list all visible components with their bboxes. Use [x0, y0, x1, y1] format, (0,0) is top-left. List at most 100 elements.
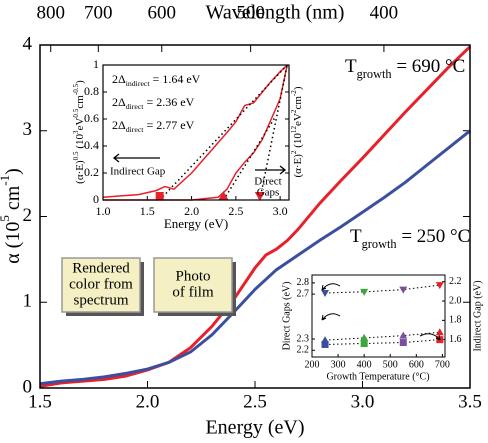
data-point — [360, 288, 369, 296]
text-part: (10 — [74, 133, 86, 151]
text-part: direct — [126, 102, 145, 111]
data-point — [435, 328, 444, 336]
text-part: ) — [74, 80, 86, 84]
gap-label: 2Δdirect = 2.77 eV — [112, 118, 195, 135]
text-part: direct — [126, 125, 145, 134]
x-tick-label: 2.0 — [136, 391, 160, 412]
text-part: = 690 °C — [392, 56, 466, 77]
text-part: 0.5 — [72, 151, 80, 160]
y-tick-label: 1 — [23, 291, 33, 312]
text-part: 5 — [0, 215, 12, 222]
text-part: growth — [362, 237, 398, 251]
y-tick-label: 0.8 — [84, 84, 99, 98]
annotation-text: Rendered — [72, 260, 130, 276]
text-part: cm — [74, 95, 86, 109]
x-tick-label: 1.0 — [96, 204, 111, 218]
text-part: T — [345, 56, 357, 77]
y-tick-label: 3 — [23, 119, 33, 140]
text-part: 2Δ — [112, 118, 126, 132]
y-tick-label: 2.7 — [297, 288, 310, 299]
arrow-label: Indirect Gap — [110, 166, 166, 178]
x-tick-label: 2.5 — [228, 204, 243, 218]
data-point — [360, 333, 369, 341]
y-tick-label: 2.8 — [297, 277, 310, 288]
y-axis-title: Direct Gaps (eV) — [281, 282, 292, 351]
x-tick-label: 1.5 — [28, 391, 52, 412]
x-tick-label: 300 — [331, 359, 346, 370]
data-line — [103, 64, 288, 201]
annotation-box — [153, 257, 233, 313]
text-part: = 2.36 eV — [143, 95, 194, 109]
data-line — [259, 64, 288, 201]
x2-tick-label: 800 — [36, 2, 65, 23]
arrow — [419, 333, 441, 341]
data-point — [399, 286, 408, 294]
arrow — [112, 153, 160, 163]
annotation-box — [61, 257, 141, 313]
data-point — [360, 339, 368, 347]
data-line — [222, 115, 277, 201]
data-point — [321, 340, 329, 348]
data-point — [321, 289, 330, 297]
text-part: T — [350, 226, 362, 247]
legend-label: Tgrowth = 250 °C — [350, 226, 470, 250]
x2-tick-label: 500 — [236, 2, 265, 23]
y2-tick-label: 2.0 — [449, 295, 462, 306]
y-tick-label: 2.3 — [297, 333, 310, 344]
x2-tick-label: 600 — [148, 2, 177, 23]
y2-tick-label: 1.6 — [449, 334, 462, 345]
arrow-label: Gaps — [257, 187, 280, 199]
text-part: indirect — [126, 79, 151, 88]
y2-axis-title: (α·E)2 (1012eV2cm-2) — [290, 86, 304, 177]
text-part: -2 — [290, 90, 298, 96]
text-part: 2 — [290, 109, 298, 113]
text-part: cm — [292, 96, 304, 110]
text-part: -1 — [0, 175, 12, 186]
x-axis-title: Energy (eV) — [164, 216, 228, 231]
text-part: = 250 °C — [397, 226, 471, 247]
x2-tick-label: 700 — [84, 2, 113, 23]
y-tick-label: 0.4 — [84, 138, 99, 152]
x-axis-title: Growth Temperature (°C) — [326, 371, 429, 382]
annotation-text: of film — [172, 284, 214, 300]
y-tick-label: 1 — [93, 57, 99, 71]
x-tick-label: 200 — [305, 359, 320, 370]
text-part: = 2.77 eV — [143, 118, 194, 132]
y-tick-label: 2 — [23, 205, 33, 226]
data-line — [39, 129, 471, 386]
arrow-label: Direct — [254, 176, 281, 188]
text-part: 2Δ — [112, 95, 126, 109]
inset-frame — [102, 64, 290, 201]
y2-tick-label: 2.2 — [449, 276, 462, 287]
fit-line — [325, 284, 440, 294]
y2-axis-title: Indirect Gap (eV) — [472, 280, 483, 351]
data-point — [435, 282, 444, 290]
gap-label: 2Δdirect = 2.36 eV — [112, 95, 195, 112]
data-line — [39, 45, 472, 388]
y-tick-label: 0 — [23, 376, 33, 397]
y-axis-title: α (105 cm-1) — [0, 168, 24, 264]
fit-line — [325, 339, 440, 345]
arrow — [321, 283, 341, 291]
x-tick-label: 500 — [383, 359, 398, 370]
x-tick-label: 3.0 — [351, 391, 375, 412]
text-part: (10 — [292, 133, 304, 151]
text-part: eV — [74, 118, 86, 131]
text-part: 3 — [72, 130, 80, 134]
gap-marker — [218, 191, 229, 200]
text-part: = 1.64 eV — [150, 72, 201, 86]
y2-tick-label: 1.8 — [449, 315, 462, 326]
inset-frame — [311, 274, 446, 358]
text-part: -0.5 — [72, 83, 80, 95]
gap-marker — [254, 192, 265, 201]
x2-tick-label: 400 — [370, 2, 399, 23]
x-axis-title: Energy (eV) — [205, 417, 304, 439]
annotation-text: Photo — [175, 268, 210, 284]
text-part: ) — [292, 86, 304, 90]
data-line — [102, 64, 288, 199]
text-part: cm — [2, 185, 24, 215]
fit-line — [325, 331, 440, 341]
text-part: α (10 — [2, 222, 24, 264]
text-part: 2 — [290, 150, 298, 154]
arrow — [255, 165, 287, 175]
